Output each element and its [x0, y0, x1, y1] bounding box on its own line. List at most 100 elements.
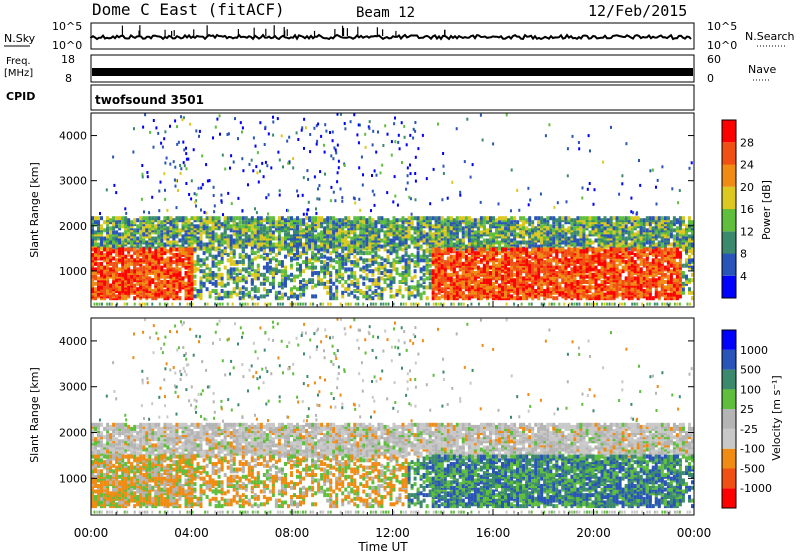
power-cell: [205, 247, 209, 252]
power-cell: [546, 258, 550, 263]
power-cell: [621, 216, 625, 221]
power-cell: [305, 280, 309, 284]
power-cell: [287, 230, 290, 235]
power-cell: [157, 265, 161, 270]
power-cell: [573, 276, 577, 281]
power-cell: [181, 224, 185, 229]
power-cell: [274, 258, 278, 263]
power-cell: [519, 224, 523, 229]
freq-tick-top: 18: [61, 53, 75, 66]
power-cell: [320, 244, 324, 249]
power-cell: [392, 265, 396, 270]
power-cell: [187, 230, 191, 235]
power-cell: [329, 236, 333, 241]
power-cell: [223, 236, 227, 241]
power-cell: [127, 247, 131, 252]
power-cell: [585, 285, 589, 290]
power-cell: [510, 281, 514, 286]
power-cell: [455, 274, 459, 279]
power-cell: [223, 246, 227, 251]
power-cell: [196, 289, 200, 293]
power-cell: [555, 280, 559, 284]
power-cell: [443, 218, 447, 223]
power-cell: [350, 260, 354, 265]
power-cell: [645, 240, 649, 245]
power-cell: [476, 244, 480, 249]
power-cell: [425, 258, 429, 263]
power-cell: [205, 216, 209, 221]
power-cell: [365, 272, 369, 277]
power-cell: [172, 260, 176, 265]
power-cell: [127, 224, 131, 229]
power-cell: [250, 265, 254, 270]
power-cell: [299, 263, 302, 268]
power-cell: [624, 230, 628, 235]
power-cell: [386, 283, 390, 288]
power-cell: [344, 230, 348, 235]
power-cell: [657, 222, 661, 227]
power-cell: [94, 271, 97, 275]
power-cell: [136, 236, 140, 241]
power-cell: [284, 283, 287, 288]
power-cell: [130, 269, 134, 274]
power-cell: [280, 263, 284, 268]
power-cell: [422, 230, 426, 235]
power-cell: [106, 230, 110, 235]
power-cell: [507, 290, 511, 295]
power-cell: [169, 240, 173, 245]
power-cell: [434, 228, 438, 233]
power-cell: [154, 224, 158, 229]
power-cell: [317, 236, 321, 241]
power-cell: [274, 224, 278, 229]
power-cell: [479, 267, 483, 272]
power-cell: [317, 244, 321, 249]
power-cell: [106, 234, 110, 239]
power-cell: [573, 236, 577, 241]
power-cell: [452, 254, 456, 259]
power-cell: [570, 222, 574, 227]
power-cell: [290, 263, 293, 268]
power-cell: [100, 230, 103, 235]
power-cell: [407, 216, 411, 221]
power-cell: [561, 247, 565, 252]
power-cell: [380, 256, 384, 261]
power-cell: [470, 230, 474, 235]
power-cell: [606, 230, 610, 235]
power-cell: [410, 252, 414, 257]
power-cell: [597, 220, 601, 225]
power-cell: [570, 230, 574, 235]
power-cell: [392, 230, 396, 235]
power-cell: [112, 216, 116, 221]
power-cell: [389, 244, 393, 249]
power-cell: [100, 244, 103, 249]
power-cell: [645, 216, 649, 221]
power-cell: [317, 276, 321, 281]
power-cell: [455, 271, 459, 275]
power-cell: [663, 244, 667, 249]
power-cell: [579, 242, 583, 247]
power-cell: [564, 228, 568, 233]
power-cell: [296, 224, 299, 229]
power-cell: [627, 242, 631, 247]
power-cell: [353, 216, 357, 221]
power-cell: [654, 244, 658, 249]
power-cell: [112, 244, 116, 249]
power-cell: [449, 242, 453, 247]
power-cell: [362, 269, 366, 274]
power-cell: [576, 230, 580, 235]
power-cell: [97, 281, 100, 286]
power-cell: [118, 247, 122, 252]
power-cell: [537, 271, 541, 275]
power-cell: [558, 272, 562, 277]
power-cell: [97, 244, 100, 249]
power-cell: [121, 285, 125, 290]
power-cell: [208, 267, 212, 272]
power-cell: [241, 238, 245, 243]
power-cell: [320, 281, 324, 286]
power-cell: [359, 249, 363, 254]
power-cell: [250, 249, 254, 254]
power-cell: [299, 230, 302, 235]
power-cell: [446, 230, 450, 235]
power-cell: [675, 218, 679, 223]
power-cell: [531, 256, 535, 261]
